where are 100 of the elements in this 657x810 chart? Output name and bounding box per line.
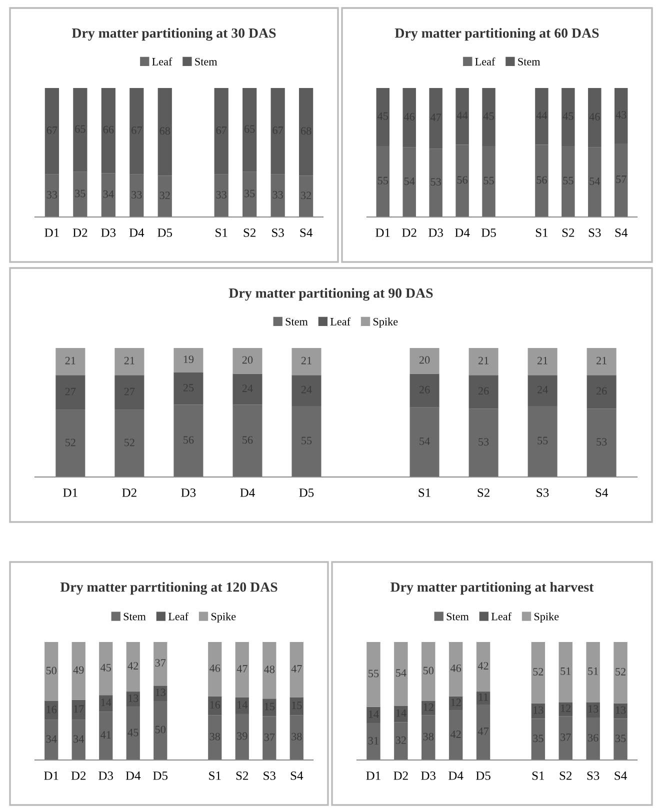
bar [174,372,204,405]
x-tick-label: D4 [240,488,255,497]
x-tick-label: S2 [562,228,574,237]
data-label: 52 [533,668,544,676]
bar [101,173,116,217]
data-label: 47 [236,665,248,672]
bar [126,692,140,707]
legend-label: Leaf [330,317,350,326]
bar [614,88,628,144]
x-tick-label: D1 [44,772,58,780]
bar [292,406,322,477]
data-label: 20 [419,356,430,364]
x-tick-label: D4 [126,772,141,780]
bar [476,692,490,705]
bar [290,697,304,716]
data-label: 21 [538,356,548,364]
bar [114,375,144,410]
data-label: 21 [301,356,312,364]
data-label: 47 [291,665,302,672]
bar [73,172,88,217]
bar [468,375,498,409]
bar [114,348,144,376]
x-tick-label: S2 [236,772,248,780]
chart-title: Dry matter partitioning at 30 DAS [72,28,276,41]
legend-label: Leaf [475,57,496,66]
x-tick-label: D4 [448,772,464,780]
bar [292,348,322,376]
bar [588,88,602,148]
bar [476,704,490,760]
x-tick-label: D5 [476,772,490,780]
x-tick-label: D2 [71,772,86,780]
x-tick-label: D2 [72,228,88,237]
x-tick-label: D1 [63,488,78,497]
bar [558,642,572,702]
bar [448,642,463,696]
bar [235,714,249,760]
bar [614,642,628,704]
bar [531,718,546,760]
bar [270,88,285,174]
data-label: 42 [128,662,138,670]
bar [154,686,168,701]
x-tick-label: S4 [615,228,628,237]
x-tick-label: S4 [300,228,312,237]
legend-label: Spike [373,318,398,328]
x-tick-label: S1 [209,772,221,780]
bar [394,642,408,706]
bar [158,176,172,217]
bar [482,88,496,146]
bar [402,88,416,148]
legend-label: Leaf [491,612,512,620]
x-tick-label: D5 [158,228,172,237]
x-tick-label: D4 [455,228,470,237]
chart-title: Dry matter parrtitioning at 120 DAS [60,582,278,595]
bar [99,642,113,696]
legend-label: Leaf [168,612,188,620]
legend-label: Spike [211,612,236,623]
chart-title: Dry matter partitioning at 60 DAS [394,28,599,41]
data-label: 19 [184,356,194,364]
bar [588,147,602,217]
bar [366,706,380,724]
x-tick-label: D2 [394,772,408,780]
bar [468,408,498,477]
bar [44,88,59,174]
x-tick-label: S2 [244,228,256,237]
x-tick-label: D3 [421,772,436,780]
bar [126,642,140,692]
x-tick-label: S2 [560,772,572,780]
bar [528,375,558,406]
x-tick-label: S3 [264,772,276,780]
bar [410,374,440,408]
legend-label: Stem [124,612,146,620]
data-label: 54 [396,669,406,677]
bar [558,702,572,716]
bar [208,715,222,760]
bar [456,88,469,145]
data-label: 42 [478,662,488,670]
x-tick-label: D1 [44,228,59,237]
legend-label: Stem [286,318,308,326]
bar [476,642,490,692]
legend-label: Stem [446,612,469,620]
bar [429,88,442,149]
x-tick-label: S1 [216,228,228,237]
legend-label: Spike [534,612,559,623]
bar [410,407,440,477]
bar [422,642,436,701]
x-tick-label: D3 [101,228,116,237]
data-label: 46 [210,664,220,672]
data-label: 46 [450,664,462,672]
bar [290,642,304,698]
bar [44,174,59,217]
legend-label: Stem [518,58,540,66]
bar [232,404,262,477]
data-label: 21 [478,356,488,364]
bar [56,348,86,376]
x-tick-label: D5 [299,488,314,497]
bar [56,375,86,410]
bar [232,348,262,374]
bar [290,715,304,760]
x-tick-label: S3 [588,228,601,237]
bar [242,88,257,172]
